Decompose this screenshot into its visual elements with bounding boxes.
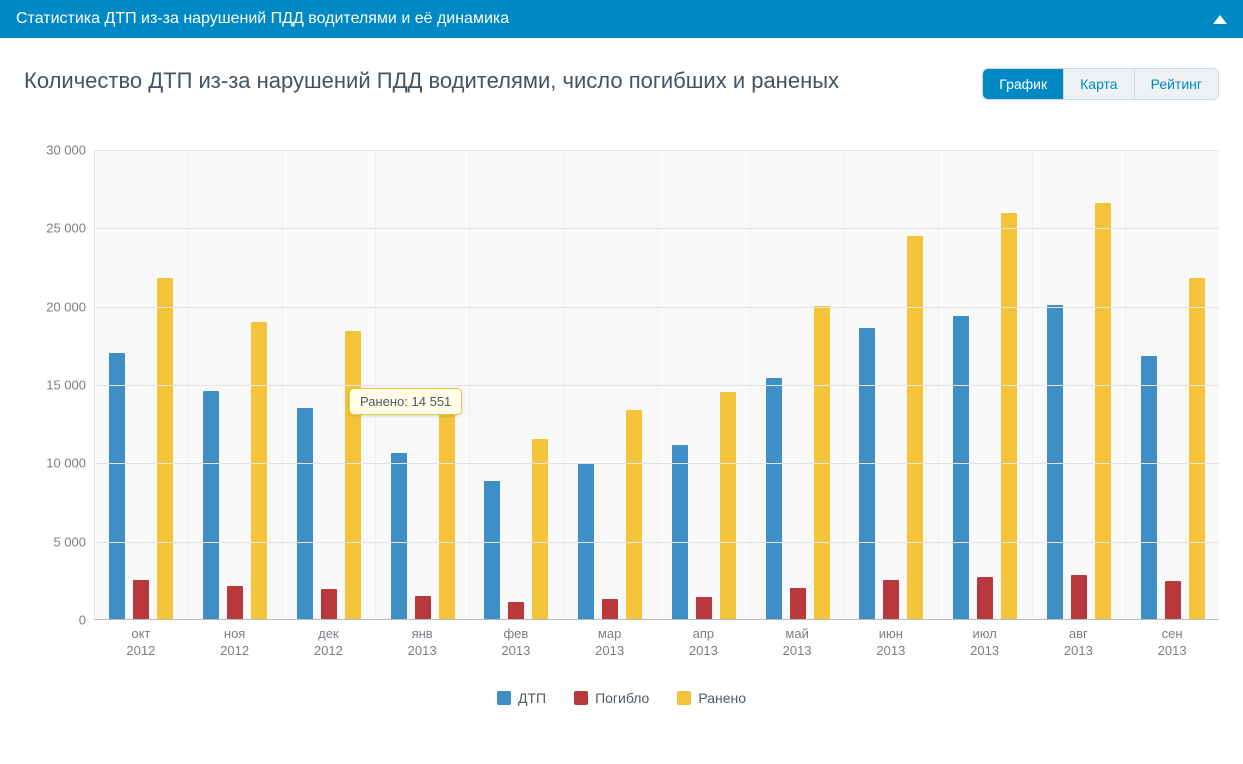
tab-график[interactable]: График xyxy=(983,69,1064,99)
x-tick-label: июл2013 xyxy=(938,620,1032,660)
legend-label: Ранено xyxy=(698,690,746,706)
x-tick-label: авг2013 xyxy=(1032,620,1126,660)
panel-header[interactable]: Статистика ДТП из-за нарушений ПДД водит… xyxy=(0,0,1243,38)
x-tick-label: янв2013 xyxy=(375,620,469,660)
y-tick-label: 20 000 xyxy=(46,299,86,314)
bar-pogiblo[interactable] xyxy=(1165,581,1181,619)
y-tick-label: 10 000 xyxy=(46,456,86,471)
legend-item-raneno[interactable]: Ранено xyxy=(677,690,746,706)
bar-pogiblo[interactable] xyxy=(977,577,993,619)
bar-raneno[interactable] xyxy=(907,236,923,619)
bar-pogiblo[interactable] xyxy=(508,602,524,619)
bar-dtp[interactable] xyxy=(953,316,969,619)
bar-pogiblo[interactable] xyxy=(696,597,712,619)
x-tick-label: июн2013 xyxy=(844,620,938,660)
view-tabs: ГрафикКартаРейтинг xyxy=(982,68,1219,100)
y-tick-label: 15 000 xyxy=(46,378,86,393)
bar-pogiblo[interactable] xyxy=(321,589,337,619)
bar-raneno[interactable] xyxy=(1189,278,1205,619)
grid-line xyxy=(95,463,1219,464)
grid-line xyxy=(95,307,1219,308)
bar-dtp[interactable] xyxy=(203,391,219,619)
legend-swatch-icon xyxy=(497,691,511,705)
bar-raneno[interactable] xyxy=(157,278,173,619)
legend-item-pogiblo[interactable]: Погибло xyxy=(574,690,649,706)
bar-pogiblo[interactable] xyxy=(602,599,618,619)
collapse-up-icon[interactable] xyxy=(1213,15,1227,24)
bar-dtp[interactable] xyxy=(297,408,313,619)
grid-line xyxy=(95,150,1219,151)
y-axis: 05 00010 00015 00020 00025 00030 000 xyxy=(34,150,94,620)
x-tick-label: ноя2012 xyxy=(188,620,282,660)
plot-area: Ранено: 14 551 xyxy=(94,150,1219,620)
grid-line xyxy=(95,542,1219,543)
bar-raneno[interactable] xyxy=(1001,213,1017,619)
bar-dtp[interactable] xyxy=(859,328,875,619)
legend-item-dtp[interactable]: ДТП xyxy=(497,690,546,706)
legend-swatch-icon xyxy=(574,691,588,705)
bar-pogiblo[interactable] xyxy=(133,580,149,619)
x-tick-label: май2013 xyxy=(750,620,844,660)
chart-title: Количество ДТП из-за нарушений ПДД водит… xyxy=(24,68,839,94)
bar-dtp[interactable] xyxy=(672,445,688,619)
bar-raneno[interactable] xyxy=(439,392,455,619)
y-tick-label: 5 000 xyxy=(53,534,86,549)
x-tick-label: окт2012 xyxy=(94,620,188,660)
tab-карта[interactable]: Карта xyxy=(1064,69,1134,99)
bar-dtp[interactable] xyxy=(766,378,782,619)
tooltip-text: Ранено: 14 551 xyxy=(360,394,451,409)
y-tick-label: 30 000 xyxy=(46,143,86,158)
x-tick-label: фев2013 xyxy=(469,620,563,660)
bar-raneno[interactable] xyxy=(720,392,736,619)
legend-label: Погибло xyxy=(595,690,649,706)
bar-raneno[interactable] xyxy=(345,331,361,619)
bar-raneno[interactable] xyxy=(626,410,642,619)
bar-dtp[interactable] xyxy=(1047,305,1063,619)
bar-raneno[interactable] xyxy=(251,322,267,619)
header-row: Количество ДТП из-за нарушений ПДД водит… xyxy=(24,68,1219,100)
bar-pogiblo[interactable] xyxy=(227,586,243,619)
x-tick-label: апр2013 xyxy=(657,620,751,660)
legend-label: ДТП xyxy=(518,690,546,706)
bar-dtp[interactable] xyxy=(391,453,407,619)
legend: ДТП Погибло Ранено xyxy=(24,690,1219,706)
bar-raneno[interactable] xyxy=(532,439,548,619)
chart-wrap: 05 00010 00015 00020 00025 00030 000 Ран… xyxy=(34,150,1219,660)
bar-raneno[interactable] xyxy=(1095,203,1111,619)
tab-рейтинг[interactable]: Рейтинг xyxy=(1135,69,1218,99)
bar-pogiblo[interactable] xyxy=(883,580,899,619)
panel-title: Статистика ДТП из-за нарушений ПДД водит… xyxy=(16,10,509,28)
bar-pogiblo[interactable] xyxy=(790,588,806,619)
bar-pogiblo[interactable] xyxy=(415,596,431,619)
x-tick-label: дек2012 xyxy=(282,620,376,660)
y-tick-label: 0 xyxy=(79,613,86,628)
bar-dtp[interactable] xyxy=(484,481,500,619)
grid-line xyxy=(95,385,1219,386)
x-tick-label: сен2013 xyxy=(1125,620,1219,660)
panel-content: Количество ДТП из-за нарушений ПДД водит… xyxy=(0,38,1243,726)
legend-swatch-icon xyxy=(677,691,691,705)
x-axis: окт2012ноя2012дек2012янв2013фев2013мар20… xyxy=(94,620,1219,660)
bar-dtp[interactable] xyxy=(109,353,125,619)
bar-dtp[interactable] xyxy=(1141,356,1157,619)
y-tick-label: 25 000 xyxy=(46,221,86,236)
x-tick-label: мар2013 xyxy=(563,620,657,660)
bar-pogiblo[interactable] xyxy=(1071,575,1087,619)
tooltip: Ранено: 14 551 xyxy=(349,388,462,415)
grid-line xyxy=(95,228,1219,229)
